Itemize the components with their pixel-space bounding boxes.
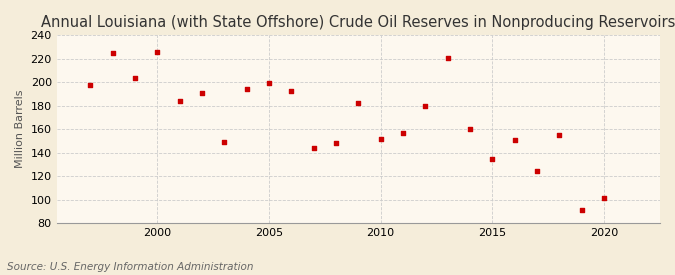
Point bbox=[599, 196, 610, 201]
Point bbox=[263, 81, 274, 86]
Point bbox=[130, 75, 140, 80]
Point bbox=[532, 169, 543, 174]
Point bbox=[464, 127, 475, 131]
Point bbox=[442, 56, 453, 60]
Point bbox=[554, 133, 565, 137]
Point bbox=[398, 131, 408, 135]
Title: Annual Louisiana (with State Offshore) Crude Oil Reserves in Nonproducing Reserv: Annual Louisiana (with State Offshore) C… bbox=[41, 15, 675, 30]
Point bbox=[375, 136, 386, 141]
Point bbox=[174, 99, 185, 103]
Point bbox=[510, 138, 520, 142]
Point bbox=[219, 140, 230, 144]
Point bbox=[85, 82, 96, 87]
Point bbox=[107, 51, 118, 55]
Y-axis label: Million Barrels: Million Barrels bbox=[15, 90, 25, 169]
Point bbox=[353, 101, 364, 106]
Point bbox=[196, 91, 207, 95]
Point bbox=[152, 50, 163, 54]
Point bbox=[308, 146, 319, 150]
Point bbox=[487, 156, 497, 161]
Point bbox=[576, 208, 587, 212]
Point bbox=[420, 104, 431, 108]
Point bbox=[286, 88, 297, 93]
Point bbox=[241, 87, 252, 92]
Text: Source: U.S. Energy Information Administration: Source: U.S. Energy Information Administ… bbox=[7, 262, 253, 272]
Point bbox=[331, 141, 342, 145]
